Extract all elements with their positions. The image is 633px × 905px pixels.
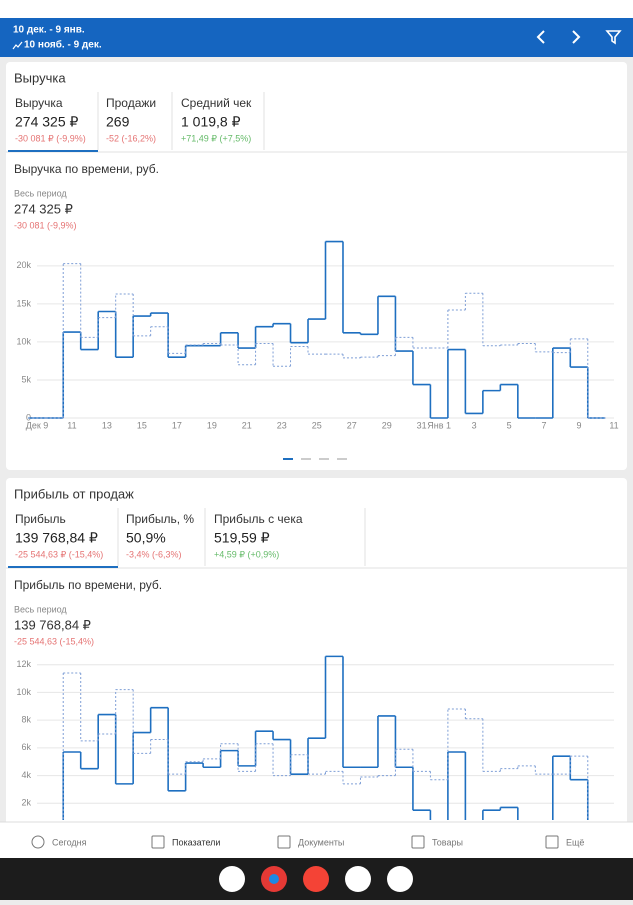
metric-label[interactable]: Выручка [15, 96, 63, 110]
metric-value: 519,59 ₽ [214, 530, 270, 546]
period-label: Весь период [14, 188, 67, 198]
metric-delta: -52 (-16,2%) [106, 133, 156, 143]
chart-delta: -25 544,63 (-15,4%) [14, 636, 94, 646]
x-tick-label: 9 [577, 420, 582, 430]
nav-label[interactable]: Документы [298, 837, 344, 847]
nav-icon[interactable] [545, 835, 559, 849]
x-tick-label: 5 [507, 420, 512, 430]
x-tick-label: 31 [417, 420, 427, 430]
metric-value: 269 [106, 114, 130, 130]
chart-title: Прибыль по времени, руб. [14, 578, 162, 592]
plot: 2k 4k 6k 8k 10k 12k [16, 655, 614, 820]
filter-button[interactable] [605, 30, 622, 45]
x-tick-label: 27 [347, 420, 357, 430]
nav-icon[interactable] [277, 835, 291, 849]
x-tick-label: Дек 9 [26, 420, 49, 430]
metric-value: 50,9% [126, 530, 166, 546]
metric-label[interactable]: Прибыль, % [126, 512, 194, 526]
y-tick-label: 10k [16, 336, 31, 346]
x-tick-label: 17 [172, 420, 182, 430]
metric-delta: -30 081 ₽ (-9,9%) [15, 133, 86, 143]
y-tick-label: 12k [16, 659, 31, 669]
x-tick-label: 25 [312, 420, 322, 430]
x-tick-label: 21 [242, 420, 252, 430]
metric-delta: +4,59 ₽ (+0,9%) [214, 549, 279, 559]
x-tick-label: 11 [609, 420, 618, 430]
x-tick-label: 15 [137, 420, 147, 430]
x-tick-label: 11 [67, 420, 76, 430]
nav-label[interactable]: Ещё [566, 837, 584, 847]
y-tick-label: 10k [16, 687, 31, 697]
x-tick-label: 19 [207, 420, 217, 430]
photos-icon[interactable] [345, 866, 371, 892]
chart-title: Выручка по времени, руб. [14, 162, 159, 176]
chart-total: 274 325 ₽ [14, 201, 73, 216]
chart-delta: -30 081 (-9,9%) [14, 220, 77, 230]
y-tick-label: 20k [16, 260, 31, 270]
y-tick-label: 5k [21, 374, 31, 384]
x-tick-label: 3 [472, 420, 477, 430]
x-tick-label: 23 [277, 420, 287, 430]
metric-delta: -25 544,63 ₽ (-15,4%) [15, 549, 103, 559]
x-tick-label: 29 [382, 420, 392, 430]
app-bar [0, 18, 633, 57]
nav-label[interactable]: Показатели [172, 837, 220, 847]
metric-label[interactable]: Прибыль [15, 512, 66, 526]
prev-button[interactable] [536, 30, 545, 44]
card [6, 478, 627, 828]
metric-value: 274 325 ₽ [15, 114, 78, 130]
metric-label[interactable]: Прибыль с чека [214, 512, 303, 526]
nav-icon[interactable] [31, 835, 45, 849]
period-label: Весь период [14, 604, 67, 614]
nav-label[interactable]: Товары [432, 837, 463, 847]
metric-delta: +71,49 ₽ (+7,5%) [181, 133, 251, 143]
y-tick-label: 6k [21, 742, 31, 752]
card-title: Прибыль от продаж [14, 486, 134, 501]
x-tick-label: 7 [542, 420, 547, 430]
bottom-nav [0, 822, 633, 858]
x-tick-label: Янв 1 [427, 420, 451, 430]
nav-icon[interactable] [411, 835, 425, 849]
metric-delta: -3,4% (-6,3%) [126, 549, 182, 559]
next-button[interactable] [572, 30, 581, 44]
y-tick-label: 4k [21, 770, 31, 780]
youtube-icon[interactable] [303, 866, 329, 892]
nav-label[interactable]: Сегодня [52, 837, 87, 847]
compare-icon [12, 41, 23, 50]
y-tick-label: 15k [16, 298, 31, 308]
period[interactable]: 10 дек. - 9 янв. [13, 25, 85, 36]
y-tick-label: 2k [21, 798, 31, 808]
y-tick-label: 8k [21, 715, 31, 725]
apps-icon[interactable] [387, 866, 413, 892]
metric-value: 139 768,84 ₽ [15, 530, 98, 546]
status-bar [0, 0, 633, 18]
nav-icon[interactable] [151, 835, 165, 849]
metric-value: 1 019,8 ₽ [181, 114, 241, 130]
metric-label[interactable]: Средний чек [181, 96, 252, 110]
gmail-icon[interactable] [219, 866, 245, 892]
metric-label[interactable]: Продажи [106, 96, 156, 110]
chart-total: 139 768,84 ₽ [14, 617, 91, 632]
card-title: Выручка [14, 70, 66, 85]
comparison[interactable]: 10 нояб. - 9 дек. [24, 39, 102, 51]
x-tick-label: 13 [102, 420, 112, 430]
